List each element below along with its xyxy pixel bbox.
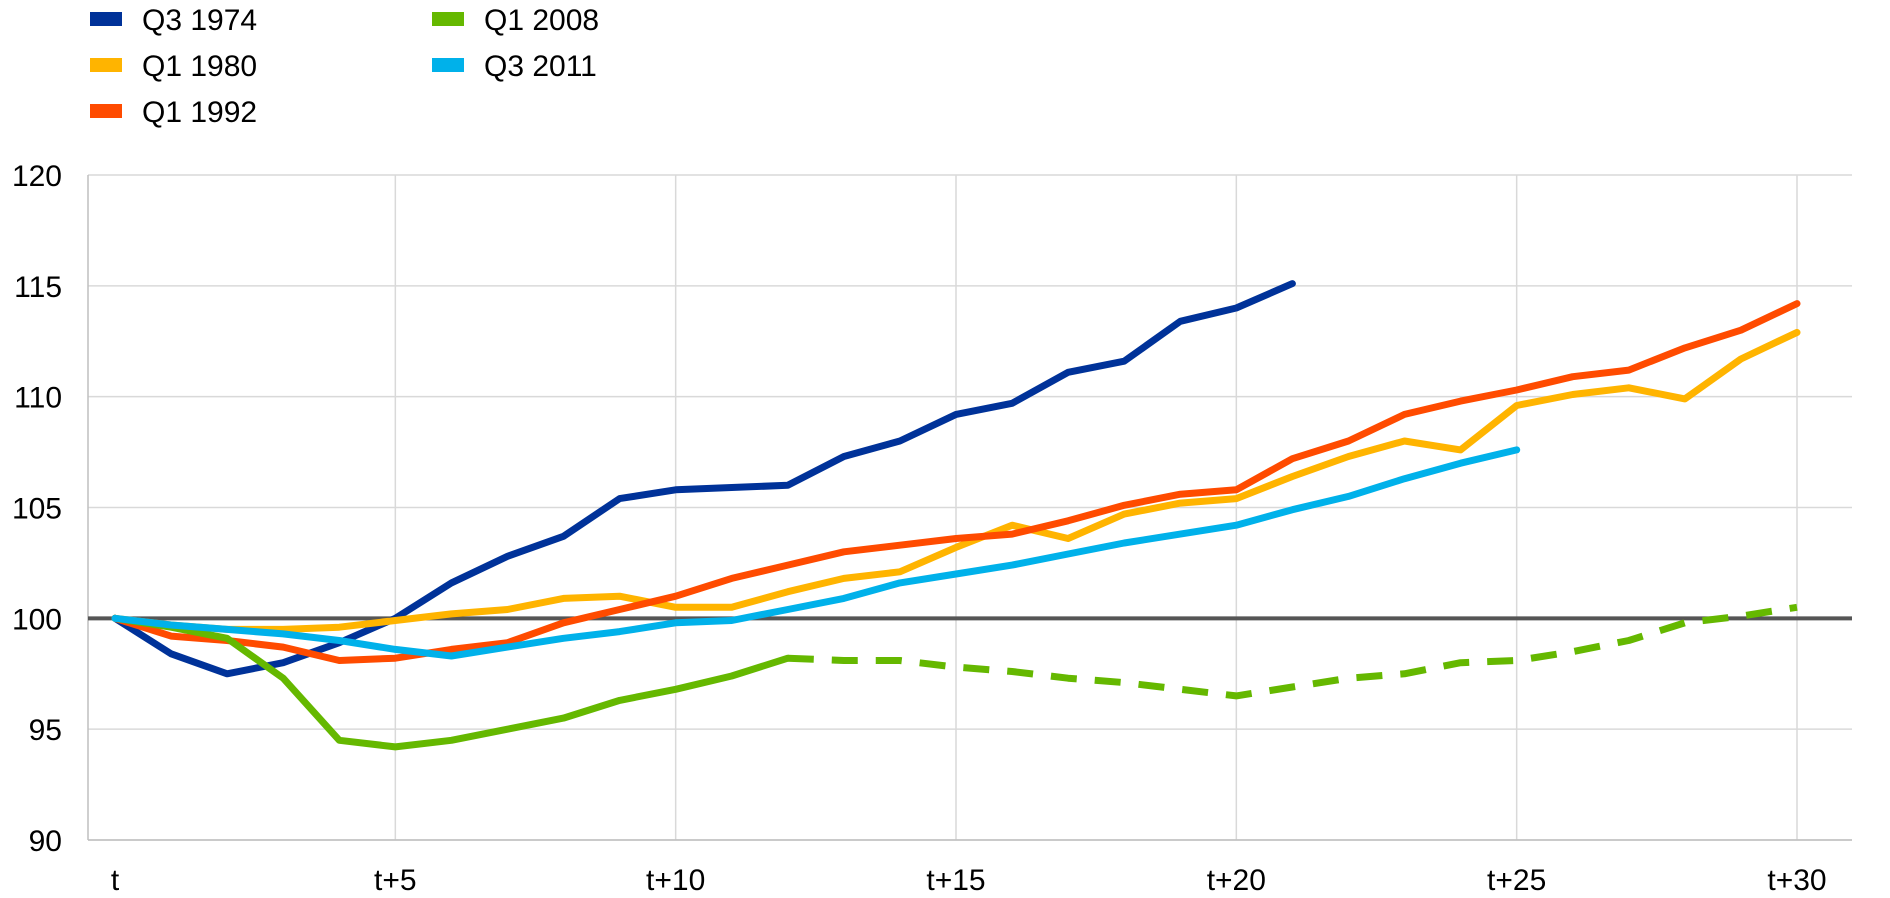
y-tick-label: 95 bbox=[29, 714, 62, 747]
y-tick-label: 105 bbox=[12, 493, 62, 526]
legend-swatch bbox=[90, 12, 122, 26]
x-axis-ticks: t t+5 t+10 t+15 t+20 t+25 t+30 bbox=[111, 864, 1827, 897]
series-line-q1-1980 bbox=[111, 328, 1801, 633]
y-axis-ticks: 90 95 100 105 110 115 120 bbox=[12, 160, 62, 858]
y-tick-label: 110 bbox=[14, 382, 62, 415]
series-line-q3-2011 bbox=[111, 446, 1521, 660]
legend-label: Q3 1974 bbox=[142, 4, 257, 37]
legend-swatch bbox=[432, 12, 464, 26]
legend: Q3 1974 Q1 1980 Q1 1992 Q1 2008 Q3 2011 bbox=[90, 4, 599, 129]
series-line-q1-2008 bbox=[111, 614, 792, 751]
series-line-q3-1974 bbox=[111, 280, 1296, 678]
x-tick-label: t+15 bbox=[926, 864, 985, 897]
x-tick-label: t+25 bbox=[1487, 864, 1546, 897]
y-tick-label: 90 bbox=[29, 825, 62, 858]
x-tick-label: t+10 bbox=[646, 864, 705, 897]
x-tick-label: t+30 bbox=[1767, 864, 1826, 897]
legend-swatch bbox=[90, 58, 122, 72]
series-lines bbox=[111, 280, 1801, 751]
legend-swatch bbox=[90, 104, 122, 118]
y-tick-label: 100 bbox=[12, 603, 62, 636]
legend-label: Q1 2008 bbox=[484, 4, 599, 37]
x-tick-label: t bbox=[111, 864, 120, 897]
series-line-q1-1992 bbox=[111, 300, 1801, 664]
legend-swatch bbox=[432, 58, 464, 72]
y-tick-label: 120 bbox=[12, 160, 62, 193]
legend-label: Q1 1980 bbox=[142, 50, 257, 83]
x-tick-label: t+20 bbox=[1207, 864, 1266, 897]
y-tick-label: 115 bbox=[14, 271, 62, 304]
legend-label: Q1 1992 bbox=[142, 96, 257, 129]
series-line-q1-2008-dashed bbox=[787, 603, 1798, 700]
x-tick-label: t+5 bbox=[374, 864, 417, 897]
legend-label: Q3 2011 bbox=[484, 50, 597, 83]
